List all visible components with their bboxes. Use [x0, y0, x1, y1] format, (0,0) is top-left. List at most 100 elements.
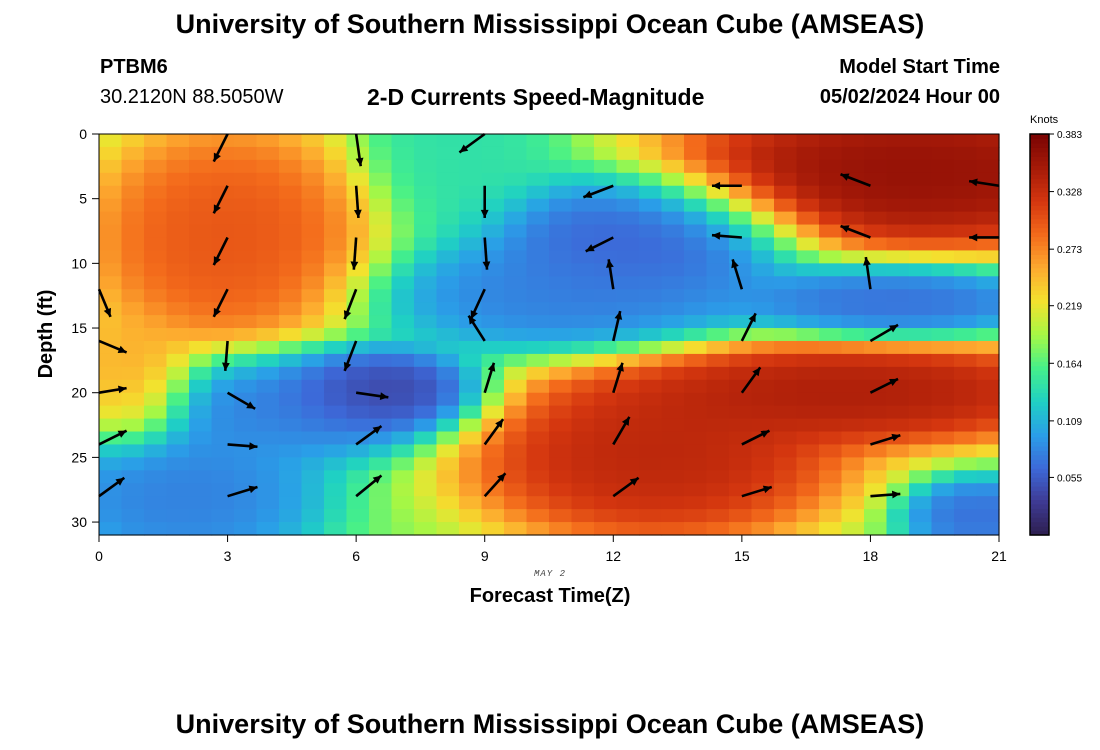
heatmap-cell [886, 457, 910, 471]
heatmap-cell [121, 379, 145, 394]
heatmap-cell [279, 198, 303, 213]
heatmap-cell [819, 302, 843, 316]
heatmap-cell [594, 496, 618, 510]
current-vector [711, 181, 742, 190]
heatmap-cell [301, 289, 325, 303]
current-vector [612, 476, 640, 498]
heatmap-cell [414, 328, 438, 342]
heatmap-cell [661, 328, 685, 342]
heatmap-cell [774, 315, 798, 329]
heatmap-cell [234, 405, 258, 420]
colorbar-segment [1030, 178, 1049, 184]
heatmap-cell [121, 159, 145, 174]
heatmap-cell [909, 263, 933, 277]
current-vector [212, 185, 229, 214]
heatmap-cell [661, 379, 685, 394]
heatmap-cell [211, 276, 235, 290]
heatmap-cell [639, 522, 663, 536]
heatmap-cell [886, 418, 910, 433]
heatmap-cell [301, 315, 325, 329]
heatmap-cell [459, 263, 483, 277]
heatmap-cell [234, 237, 258, 252]
heatmap-cell [166, 315, 190, 329]
heatmap-cell [481, 328, 505, 342]
heatmap-cell [976, 289, 1000, 303]
heatmap-cells [99, 134, 1000, 536]
heatmap-cell [324, 353, 348, 368]
heatmap-cell [684, 159, 708, 174]
heatmap-cell [166, 263, 190, 277]
heatmap-cell [189, 211, 213, 226]
heatmap-cell [346, 366, 370, 381]
heatmap-cell [189, 159, 213, 174]
heatmap-cell [616, 353, 640, 368]
heatmap-cell [954, 185, 978, 200]
heatmap-cell [391, 276, 415, 290]
heatmap-cell [189, 483, 213, 497]
heatmap-cell [594, 418, 618, 433]
heatmap-cell [301, 483, 325, 497]
heatmap-cell [391, 237, 415, 252]
heatmap-cell [144, 134, 168, 148]
heatmap-cell [886, 340, 910, 355]
heatmap-cell [571, 276, 595, 290]
current-vector [840, 173, 871, 187]
heatmap-cell [526, 340, 550, 355]
current-vector [840, 224, 871, 239]
heatmap-cell [976, 250, 1000, 264]
current-vector [226, 391, 256, 410]
heatmap-cell [706, 159, 730, 174]
heatmap-cell [301, 134, 325, 148]
heatmap-cell [211, 509, 235, 523]
heatmap-cell [706, 366, 730, 381]
heatmap-cell [841, 185, 865, 200]
heatmap-cell [661, 198, 685, 213]
heatmap-cell [504, 328, 528, 342]
heatmap-cell [684, 392, 708, 407]
heatmap-cell [459, 483, 483, 497]
current-vector [350, 237, 359, 270]
heatmap-cell [391, 405, 415, 420]
heatmap-cell [234, 250, 258, 264]
heatmap-cell [909, 483, 933, 497]
heatmap-cell [256, 496, 280, 510]
heatmap-cell [841, 315, 865, 329]
heatmap-cell [774, 496, 798, 510]
heatmap-cell [886, 315, 910, 329]
heatmap-cell [234, 496, 258, 510]
heatmap-cell [886, 250, 910, 264]
chart-subtitle: 2-D Currents Speed-Magnitude [367, 84, 705, 110]
heatmap-cell [121, 483, 145, 497]
heatmap-cell [549, 159, 573, 174]
heatmap-cell [661, 470, 685, 484]
heatmap-cell [819, 328, 843, 342]
current-vector [221, 340, 230, 371]
heatmap-cell [819, 444, 843, 458]
colorbar-segment [1030, 468, 1049, 474]
heatmap-cell [571, 289, 595, 303]
heatmap-cell [144, 224, 168, 239]
heatmap-cell [684, 509, 708, 523]
heatmap-cell [751, 522, 775, 536]
current-vector [98, 339, 128, 354]
heatmap-cell [256, 483, 280, 497]
heatmap-cell [616, 379, 640, 394]
heatmap-cell [459, 172, 483, 187]
heatmap-cell [481, 457, 505, 471]
heatmap-cell [99, 405, 123, 420]
heatmap-cell [369, 159, 393, 174]
heatmap-cell [909, 302, 933, 316]
heatmap-cell [616, 328, 640, 342]
heatmap-cell [121, 302, 145, 316]
heatmap-cell [684, 379, 708, 394]
heatmap-cell [279, 315, 303, 329]
heatmap-cell [549, 134, 573, 148]
heatmap-cell [684, 289, 708, 303]
heatmap-cell [391, 211, 415, 226]
heatmap-cell [234, 302, 258, 316]
heatmap-cell [751, 418, 775, 433]
heatmap-cell [751, 276, 775, 290]
heatmap-cell [189, 379, 213, 394]
heatmap-cell [391, 146, 415, 161]
heatmap-cell [639, 392, 663, 407]
